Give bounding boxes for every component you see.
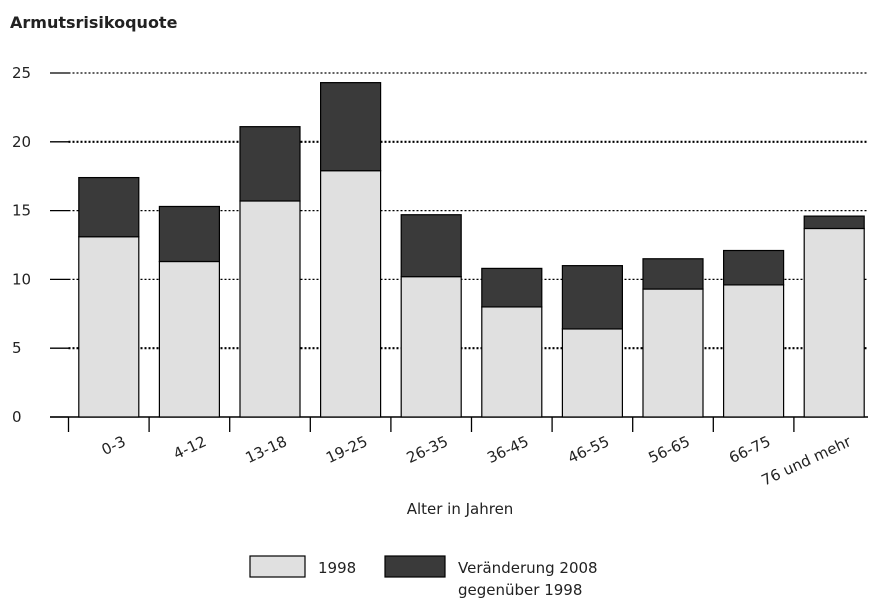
y-tick-label: 5 bbox=[12, 339, 22, 357]
bar-segment bbox=[642, 258, 704, 290]
x-tick-label: 4-12 bbox=[171, 432, 209, 463]
bar-segment bbox=[400, 276, 462, 418]
bar-segment bbox=[78, 236, 140, 418]
y-tick-label: 15 bbox=[12, 202, 31, 220]
bar-segment bbox=[239, 126, 301, 202]
y-tick-label: 10 bbox=[12, 270, 31, 288]
x-tick-label: 56-65 bbox=[646, 432, 693, 467]
bar-segment bbox=[561, 328, 624, 418]
bar-segment bbox=[722, 249, 785, 286]
bar-segment bbox=[320, 82, 382, 172]
x-tick-label: 0-3 bbox=[99, 432, 129, 459]
legend-swatch bbox=[384, 555, 446, 578]
x-tick-label: 13-18 bbox=[243, 432, 290, 467]
x-tick-label: 66-75 bbox=[726, 432, 773, 467]
x-tick-label: 76 und mehr bbox=[759, 432, 855, 490]
bar-segment bbox=[400, 214, 462, 278]
x-tick-label: 19-25 bbox=[323, 432, 370, 467]
bar-segment bbox=[722, 284, 785, 418]
bar-segment bbox=[78, 176, 140, 238]
bar-segment bbox=[481, 306, 543, 418]
bar-segment bbox=[481, 267, 543, 308]
legend-label: 1998 bbox=[318, 559, 356, 577]
legend-swatch bbox=[249, 555, 306, 578]
legend-label: Veränderung 2008 gegenüber 1998 bbox=[458, 559, 598, 599]
bar-segment bbox=[803, 215, 865, 230]
bar-segment bbox=[803, 227, 865, 418]
x-axis-title: Alter in Jahren bbox=[407, 500, 514, 518]
bar-segment bbox=[320, 170, 382, 418]
bar-segment bbox=[642, 288, 704, 418]
y-tick-label: 20 bbox=[12, 133, 31, 151]
chart-title: Armutsrisikoquote bbox=[10, 13, 178, 32]
x-tick-label: 26-35 bbox=[404, 432, 451, 467]
y-tick-label: 0 bbox=[12, 408, 22, 426]
bar-segment bbox=[239, 200, 301, 418]
bar-segment bbox=[158, 205, 220, 263]
bar-segment bbox=[561, 265, 624, 330]
x-tick-label: 36-45 bbox=[484, 432, 531, 467]
x-tick-label: 46-55 bbox=[565, 432, 612, 467]
y-tick-label: 25 bbox=[12, 64, 31, 82]
bar-segment bbox=[158, 260, 220, 418]
